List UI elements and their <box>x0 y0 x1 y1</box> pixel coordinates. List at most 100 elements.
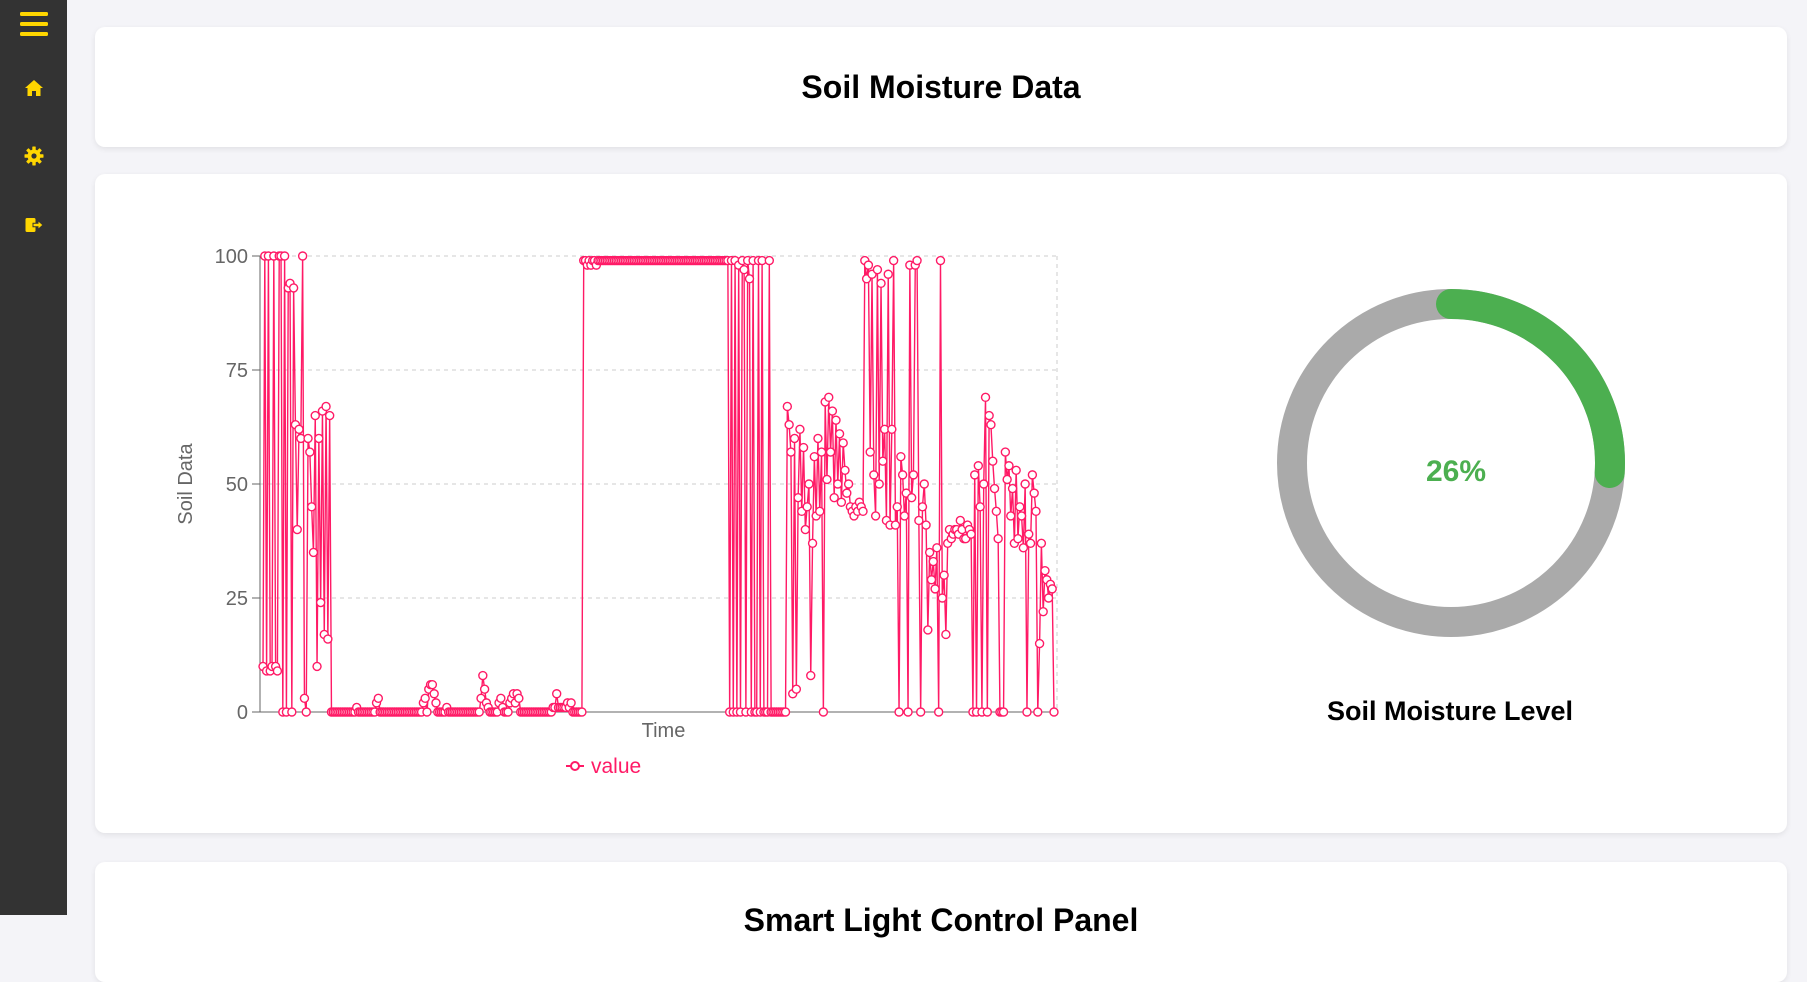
data-point <box>966 529 976 539</box>
data-point <box>323 634 333 644</box>
data-point <box>923 625 933 635</box>
data-point <box>1015 502 1025 512</box>
data-point <box>863 260 874 270</box>
data-point <box>1047 584 1057 594</box>
data-point <box>921 520 931 530</box>
data-point <box>899 511 910 521</box>
data-point <box>829 492 839 503</box>
data-point <box>914 515 924 526</box>
legend-marker <box>570 761 580 771</box>
data-point <box>474 707 484 717</box>
data-point <box>1038 606 1048 617</box>
data-point <box>1004 461 1014 471</box>
data-point <box>800 524 811 535</box>
y-tick-label: 75 <box>226 360 248 382</box>
data-point <box>306 502 317 512</box>
data-point <box>420 693 430 704</box>
data-point <box>294 424 304 434</box>
data-point <box>791 684 802 694</box>
data-point <box>1011 465 1021 476</box>
sidebar-item-logout[interactable] <box>16 207 52 243</box>
data-point <box>932 543 942 553</box>
data-point <box>986 420 996 430</box>
data-point <box>998 707 1009 717</box>
data-point <box>865 447 875 457</box>
data-point <box>429 689 439 699</box>
data-point <box>431 698 441 708</box>
data-point <box>566 698 576 708</box>
x-axis-label: Time <box>642 720 686 742</box>
data-point <box>795 424 805 434</box>
data-point <box>1031 506 1041 517</box>
light-control-title: Smart Light Control Panel <box>743 902 1139 938</box>
menu-button[interactable] <box>16 6 52 42</box>
data-point <box>890 520 901 530</box>
data-point <box>924 547 935 558</box>
data-point <box>988 456 998 466</box>
data-point <box>789 433 800 444</box>
data-point <box>299 693 310 704</box>
data-point <box>827 406 838 416</box>
data-point <box>310 410 320 421</box>
data-point <box>915 707 926 717</box>
data-point <box>308 547 319 558</box>
data-point <box>422 707 432 717</box>
data-point <box>739 264 749 275</box>
data-point <box>980 392 991 403</box>
data-point <box>894 707 904 717</box>
data-point <box>834 429 845 439</box>
data-point <box>896 451 906 462</box>
gear-icon <box>24 146 44 166</box>
data-point <box>287 707 297 717</box>
data-point <box>292 524 302 535</box>
data-point <box>782 401 793 412</box>
data-point <box>324 410 335 421</box>
data-point <box>982 707 993 717</box>
data-point <box>970 470 980 480</box>
data-point <box>824 392 834 403</box>
menu-icon <box>20 12 48 36</box>
sidebar <box>0 0 67 915</box>
data-point <box>991 506 1002 517</box>
data-point <box>303 433 313 444</box>
data-point <box>933 707 944 717</box>
data-point <box>809 451 820 462</box>
data-point <box>806 670 816 681</box>
data-point <box>1002 474 1012 485</box>
sidebar-item-home[interactable] <box>16 70 52 106</box>
data-point <box>479 684 490 694</box>
data-point <box>1022 707 1032 717</box>
data-point <box>764 255 775 266</box>
data-point <box>984 410 994 421</box>
header-card: Soil Moisture Data <box>95 27 1787 147</box>
gauge-ring <box>1277 289 1625 637</box>
data-point <box>993 534 1003 544</box>
data-point <box>1006 511 1016 521</box>
data-point <box>577 707 587 717</box>
data-point <box>786 447 796 457</box>
logout-icon <box>25 218 44 232</box>
soil-moisture-gauge: 26% <box>1266 280 1646 660</box>
data-point <box>937 593 947 603</box>
data-point <box>1036 538 1047 548</box>
data-point <box>816 447 827 457</box>
soil-moisture-chart: 0 25 50 75 100 Soil Data Time value <box>145 220 1085 790</box>
data-point <box>815 506 825 517</box>
y-tick-label: 0 <box>237 702 248 724</box>
data-point <box>887 424 897 434</box>
data-point <box>906 492 917 503</box>
data-point <box>858 506 868 517</box>
gauge-percentage: 26% <box>1425 455 1487 488</box>
data-point <box>1049 707 1059 717</box>
data-point <box>1034 638 1045 649</box>
data-point <box>912 255 922 266</box>
data-point <box>798 442 809 453</box>
data-point <box>784 420 794 430</box>
sidebar-item-settings[interactable] <box>16 138 52 174</box>
data-point <box>840 465 850 476</box>
data-point <box>744 274 755 284</box>
data-point <box>838 438 848 448</box>
data-point <box>478 670 488 681</box>
data-point <box>941 629 951 640</box>
